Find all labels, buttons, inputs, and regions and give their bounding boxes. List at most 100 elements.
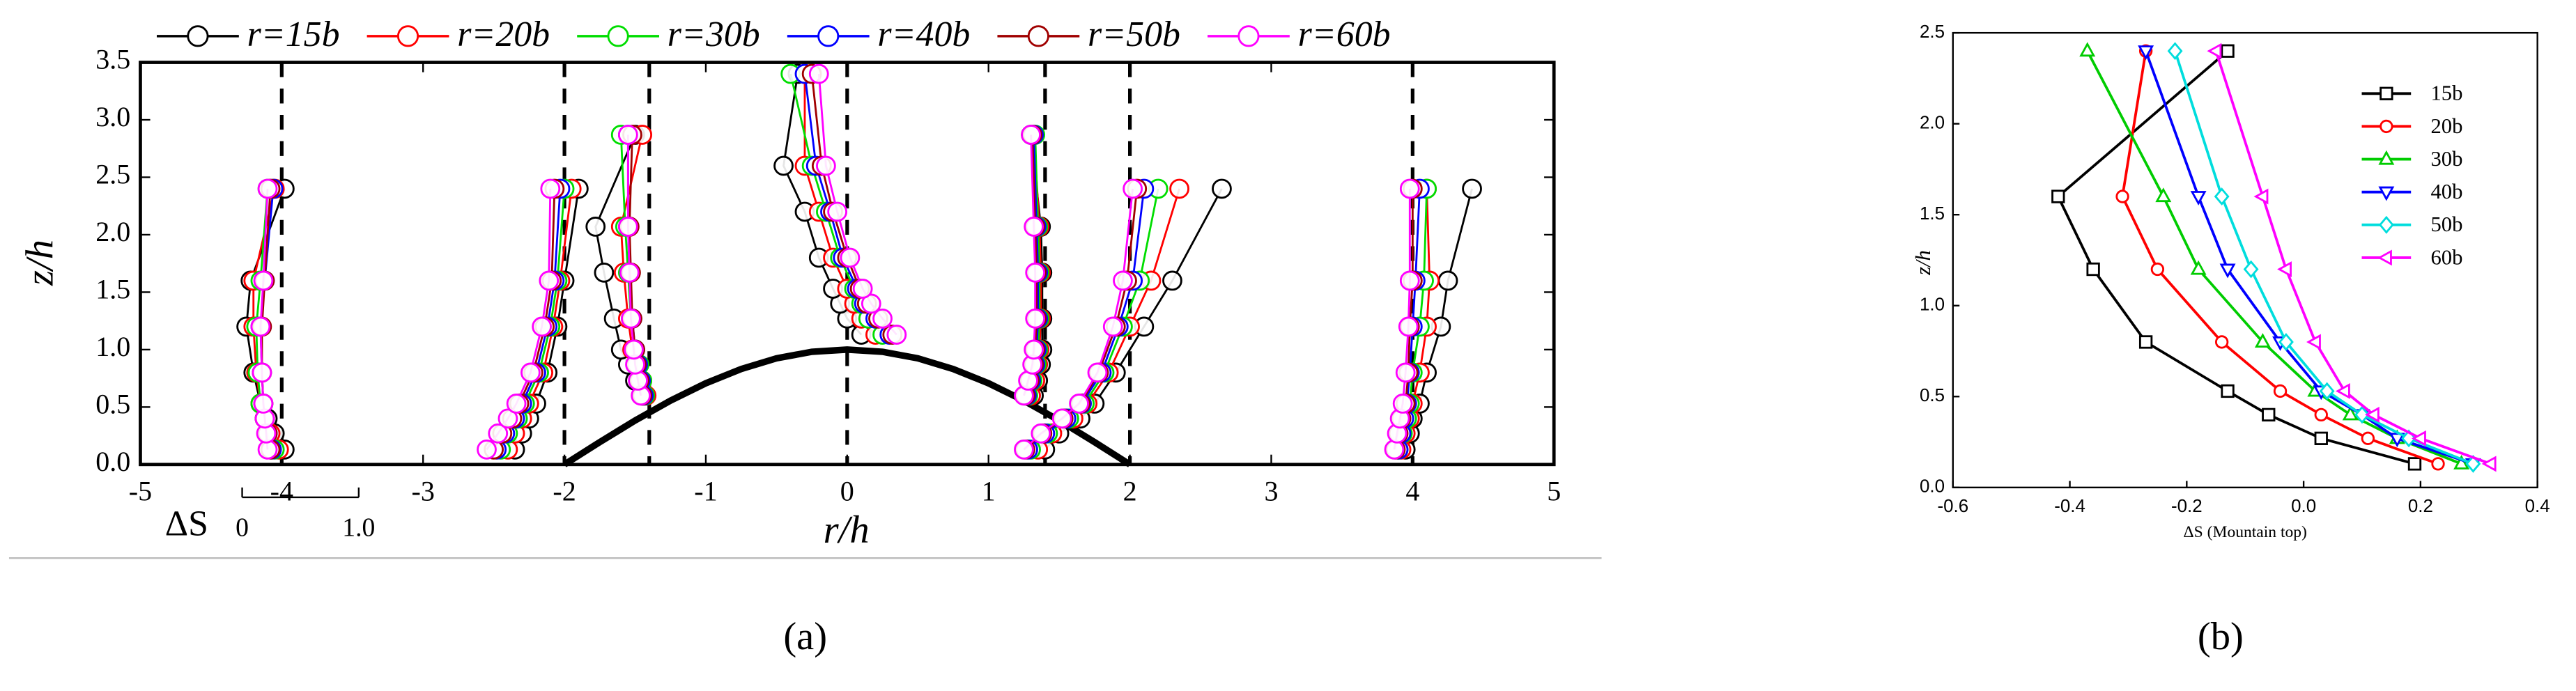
x-tick-label: -3 [412, 475, 435, 506]
marker [618, 217, 638, 237]
marker [1399, 270, 1420, 291]
marker [2453, 455, 2470, 469]
marker [2079, 42, 2096, 57]
marker [2207, 42, 2222, 59]
marker [187, 25, 209, 47]
marker [488, 423, 509, 444]
marker [2243, 260, 2259, 279]
marker [539, 270, 560, 291]
x-tick-label: -0.4 [2054, 497, 2085, 516]
marker [2306, 334, 2321, 350]
marker [1024, 217, 1044, 237]
marker [2431, 457, 2445, 471]
marker [861, 293, 881, 314]
marker [1102, 316, 1123, 337]
marker [2253, 188, 2269, 205]
marker [253, 394, 274, 414]
marker [252, 362, 272, 383]
marker [1162, 270, 1182, 291]
y-tick-label: 3.5 [95, 44, 130, 75]
marker [607, 25, 629, 47]
marker [2167, 42, 2183, 61]
plot-frame [1952, 31, 2538, 488]
marker [2051, 189, 2065, 203]
marker [585, 217, 606, 237]
marker [816, 155, 836, 176]
legend-label: r=15b [247, 15, 340, 54]
marker [1123, 178, 1143, 199]
marker [2361, 431, 2375, 445]
marker [2262, 407, 2276, 422]
legend-label: 60b [2430, 245, 2462, 269]
marker [1087, 362, 1108, 383]
marker [1384, 440, 1405, 460]
marker [2215, 335, 2229, 349]
x-tick-label: 4 [1405, 475, 1419, 506]
marker [2155, 187, 2172, 203]
marker [1024, 339, 1044, 360]
y-tick-label: 0.5 [95, 389, 130, 420]
marker [872, 308, 893, 329]
marker [396, 25, 419, 47]
y-tick-label: 2.5 [95, 159, 130, 190]
y-axis-label: z/h [1911, 250, 1935, 276]
legend-label: r=50b [1088, 15, 1180, 54]
marker [2407, 457, 2422, 471]
marker [498, 408, 518, 429]
x-tick-label: 0.2 [2408, 497, 2433, 516]
marker [1437, 270, 1458, 291]
x-tick-label: 5 [1547, 475, 1561, 506]
legend-label: 15b [2430, 81, 2462, 105]
marker [2377, 249, 2392, 266]
marker [886, 325, 907, 345]
x-tick-label: 2 [1123, 475, 1137, 506]
caption: (b) [2198, 615, 2244, 658]
marker [2314, 431, 2328, 445]
y-tick-label: 1.0 [95, 331, 130, 362]
legend-label: 30b [2430, 147, 2462, 171]
x-tick-label: 0.4 [2525, 497, 2550, 516]
marker [2138, 45, 2154, 61]
marker [1025, 263, 1046, 283]
marker [624, 339, 644, 360]
marker [1027, 25, 1049, 47]
marker [540, 178, 561, 199]
marker [1237, 25, 1260, 47]
marker [520, 362, 541, 383]
marker [2380, 119, 2393, 134]
marker [1069, 394, 1089, 414]
series-line [2173, 50, 2474, 465]
marker [2465, 454, 2481, 473]
marker [2354, 405, 2370, 424]
x-axis-label: r/h [824, 508, 870, 552]
marker [619, 263, 640, 283]
legend-label: 40b [2430, 180, 2462, 203]
x-tick-label: -5 [129, 475, 152, 506]
marker [2190, 260, 2207, 275]
marker [2190, 191, 2207, 205]
marker [1462, 178, 1482, 199]
legend-label: r=60b [1298, 15, 1391, 54]
y-tick-label: 2.0 [1920, 114, 1945, 133]
marker [2214, 187, 2230, 206]
x-tick-label: 0 [840, 475, 854, 506]
marker [2481, 456, 2497, 472]
y-tick-label: 0.5 [1920, 386, 1945, 405]
y-tick-label: 0.0 [1920, 477, 1945, 497]
legend-label: 20b [2430, 114, 2462, 138]
marker [852, 279, 873, 299]
marker [621, 308, 641, 329]
marker [2380, 86, 2393, 100]
marker [1169, 178, 1189, 199]
plot-frame [139, 61, 1556, 467]
marker [2378, 215, 2394, 234]
marker [840, 247, 861, 268]
y-tick-label: 1.0 [1920, 295, 1945, 315]
marker [1398, 316, 1419, 337]
marker [2335, 382, 2350, 399]
terrain [562, 346, 1132, 467]
marker [477, 440, 497, 460]
x-tick-label: 0.0 [2291, 497, 2316, 516]
caption: (a) [783, 615, 827, 658]
